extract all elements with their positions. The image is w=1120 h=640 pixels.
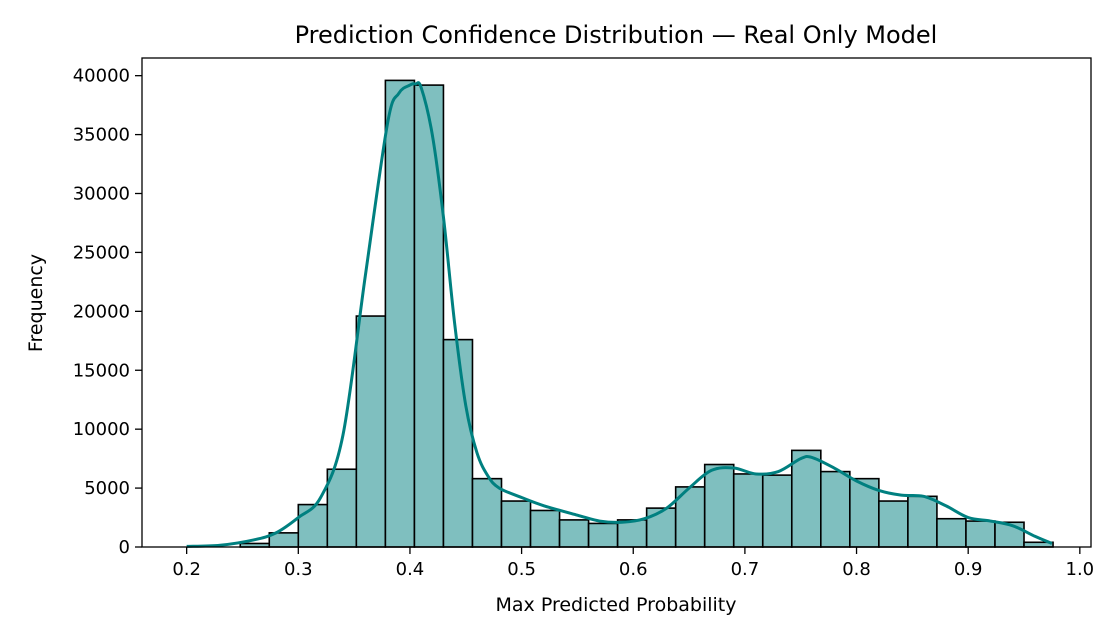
histogram-bar: [413, 84, 445, 548]
histogram-bar: [558, 519, 590, 548]
x-tick-label: 0.7: [731, 559, 760, 580]
histogram-bar: [442, 338, 474, 548]
histogram-bar: [645, 507, 677, 548]
y-tick-label: 25000: [73, 242, 130, 263]
y-tick-label: 5000: [84, 478, 130, 499]
x-tick-label: 0.3: [284, 559, 313, 580]
chart-title: Prediction Confidence Distribution — Rea…: [295, 21, 938, 49]
y-tick-label: 15000: [73, 360, 130, 381]
y-tick-label: 30000: [73, 184, 130, 205]
y-tick-label: 40000: [73, 66, 130, 87]
x-tick-label: 0.9: [954, 559, 983, 580]
y-tick-label: 35000: [73, 125, 130, 146]
histogram-bar: [790, 449, 822, 548]
histogram-bar: [326, 468, 358, 548]
histogram-bar: [616, 519, 648, 548]
x-axis-ticks: 0.2 0.3 0.4 0.5 0.6 0.7 0.8 0.9 1.0: [172, 547, 1094, 580]
y-tick-label: 10000: [73, 419, 130, 440]
histogram-bar: [529, 509, 561, 548]
histogram-bar: [965, 520, 996, 548]
x-tick-label: 0.6: [619, 559, 648, 580]
histogram-bars: [239, 79, 1054, 548]
y-axis-label: Frequency: [25, 254, 47, 352]
histogram-bar: [936, 517, 967, 548]
histogram-bar: [820, 470, 851, 548]
x-axis-label: Max Predicted Probability: [496, 594, 737, 616]
y-tick-label: 20000: [73, 301, 130, 322]
histogram-bar: [907, 495, 938, 548]
y-tick-label: 0: [119, 537, 130, 558]
x-tick-label: 1.0: [1066, 559, 1095, 580]
histogram-bar: [587, 522, 619, 548]
x-tick-label: 0.2: [172, 559, 201, 580]
histogram-bar: [703, 463, 735, 548]
histogram-bar: [732, 473, 764, 548]
histogram-bar: [500, 500, 532, 548]
y-axis-ticks: 0 5000 10000 15000 20000 25000 30000 35000 40000: [73, 66, 142, 558]
x-tick-label: 0.8: [842, 559, 871, 580]
histogram-bar: [471, 477, 503, 548]
kde-curve: [186, 81, 1053, 548]
x-tick-label: 0.5: [507, 559, 536, 580]
histogram-bar: [297, 503, 329, 548]
histogram-bar: [355, 315, 387, 548]
histogram-bar: [384, 79, 416, 548]
plot-frame: [141, 57, 1092, 548]
histogram-bar: [878, 500, 909, 548]
x-tick-label: 0.4: [396, 559, 425, 580]
histogram-bar: [761, 474, 793, 548]
